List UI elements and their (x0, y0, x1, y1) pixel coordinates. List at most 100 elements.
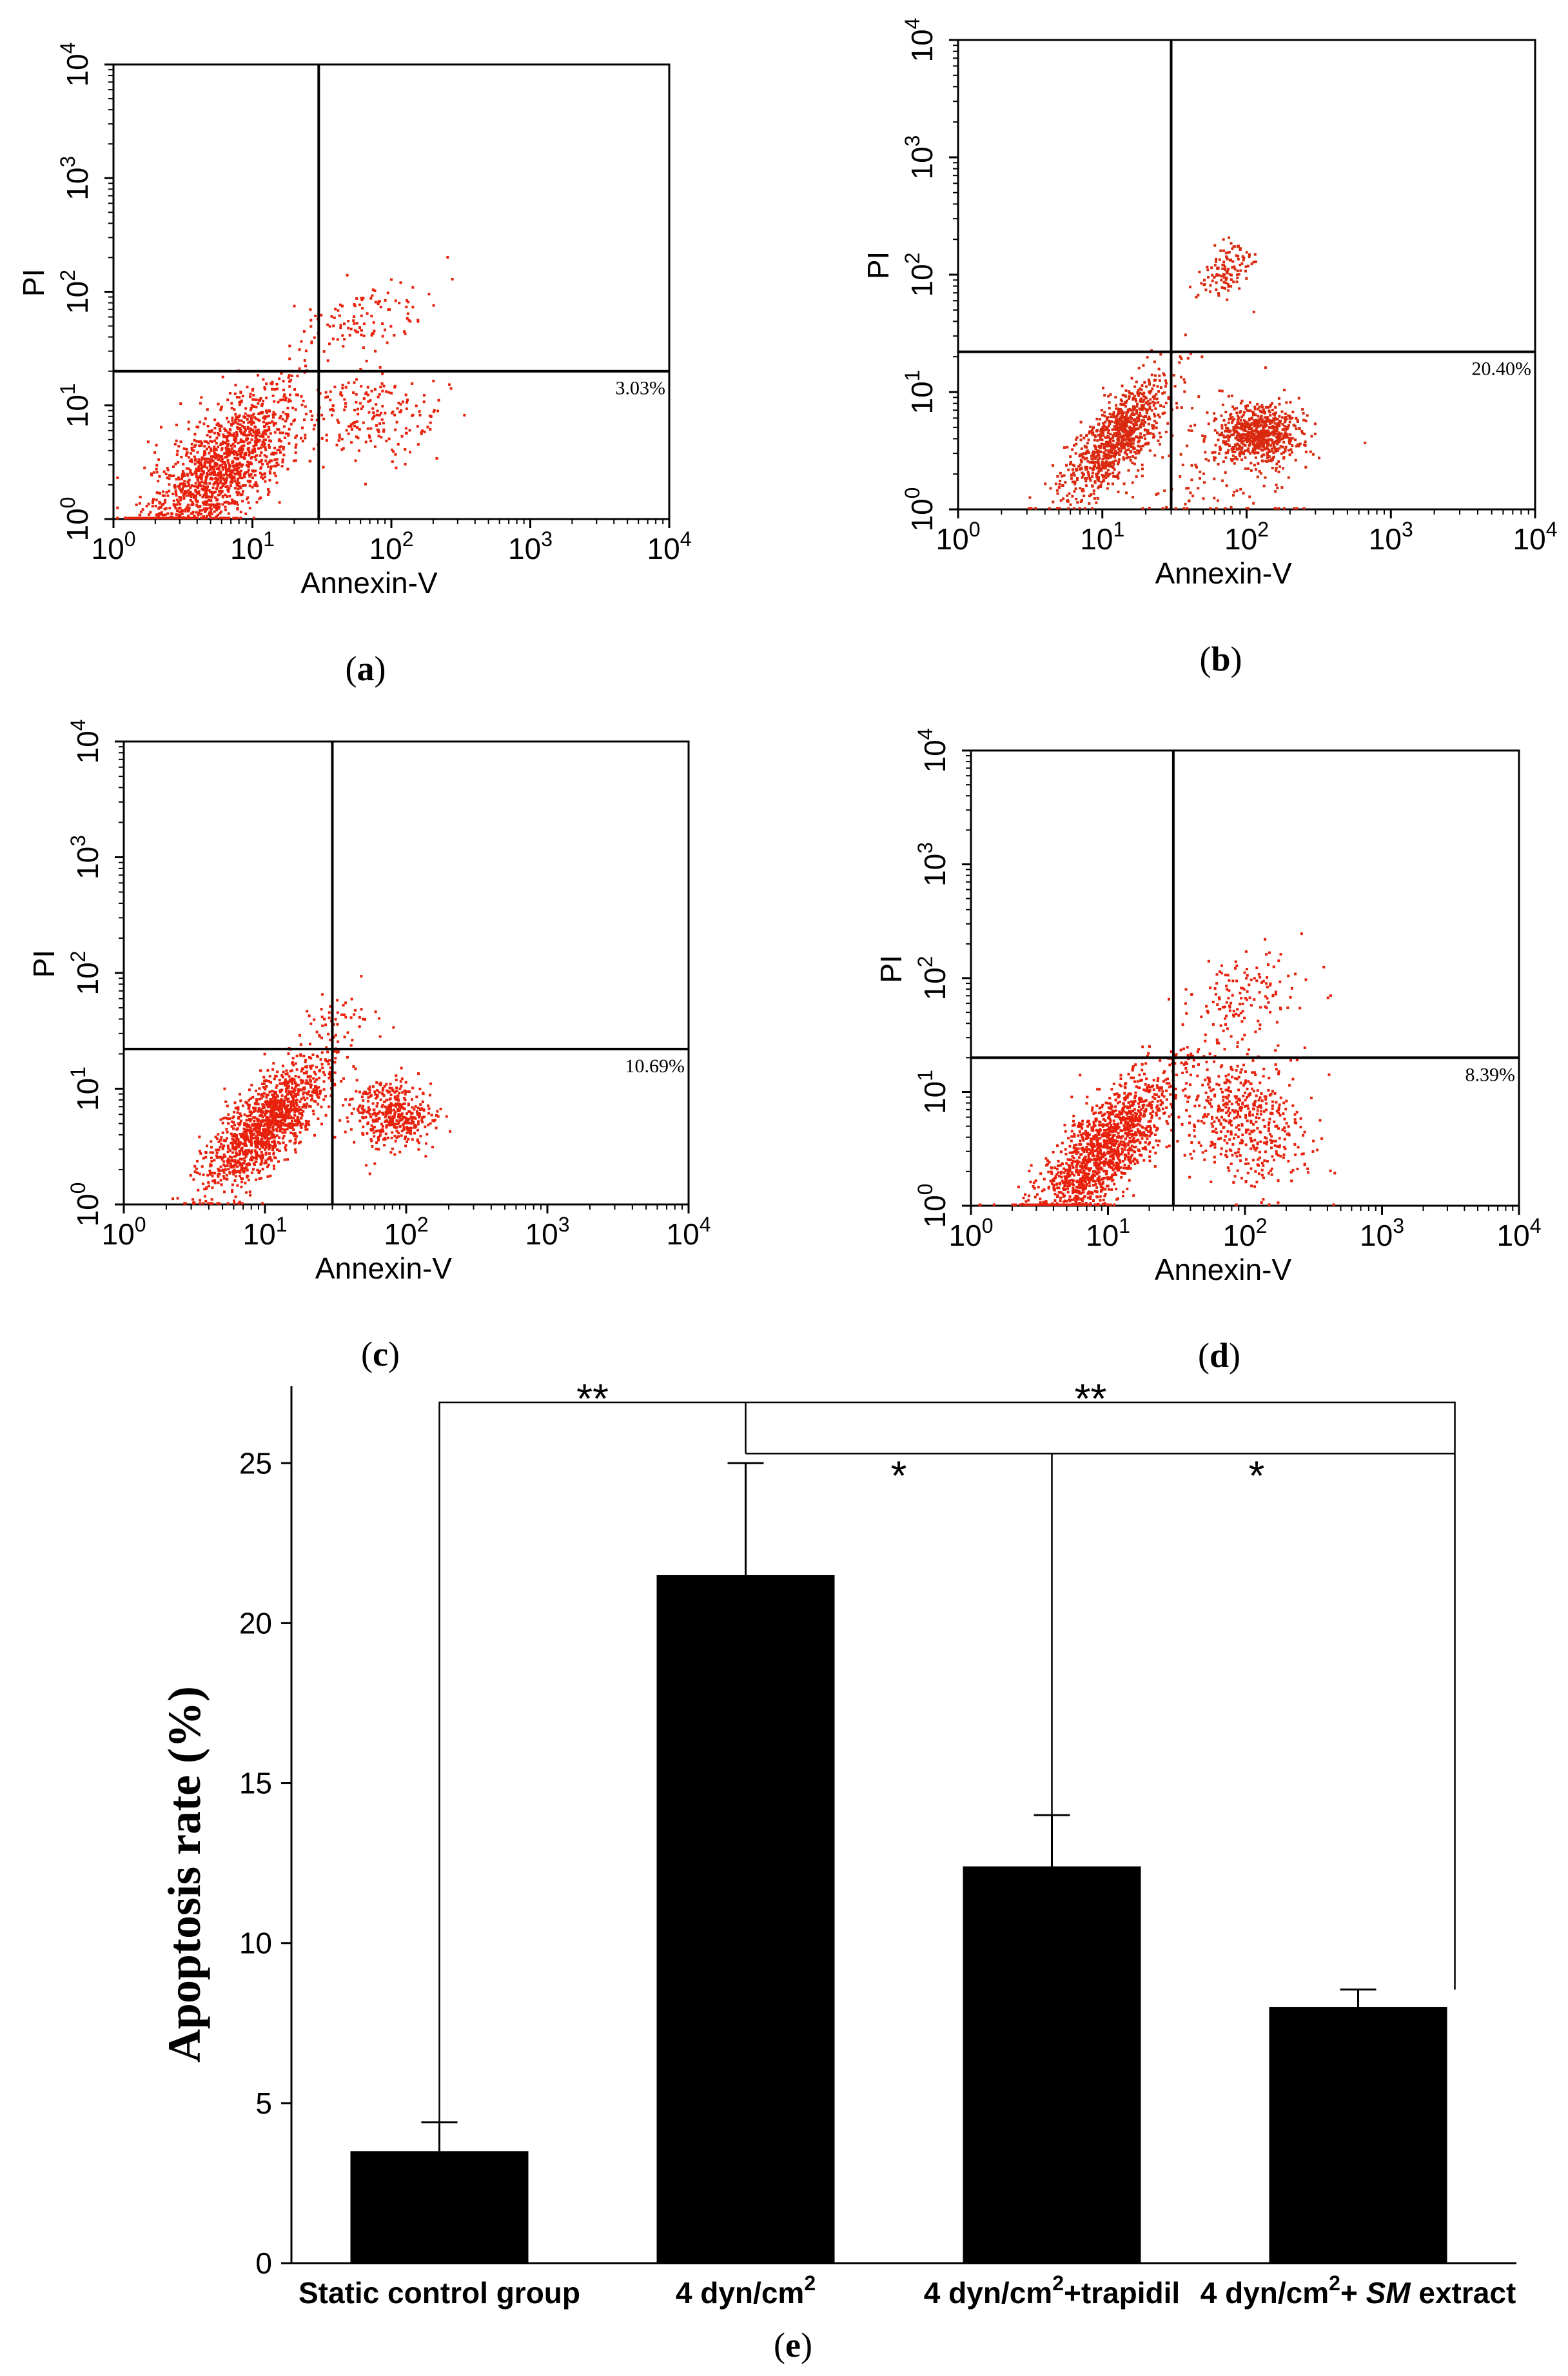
event-dot (232, 1148, 235, 1151)
event-dot (315, 1078, 318, 1081)
event-dot (1260, 429, 1263, 433)
event-dot (200, 513, 203, 516)
event-dot (1252, 451, 1255, 454)
event-dot (340, 448, 344, 451)
event-dot (355, 420, 358, 423)
event-dot (1096, 439, 1099, 442)
event-dot (294, 1095, 297, 1098)
event-dot (281, 1131, 284, 1134)
event-dot (213, 510, 216, 513)
event-dot (346, 273, 349, 277)
event-dot (1156, 385, 1159, 388)
event-dot (1146, 431, 1150, 434)
event-dot (279, 1119, 282, 1123)
event-dot (210, 1160, 213, 1163)
event-dot (236, 1165, 239, 1168)
event-dot (1086, 449, 1089, 452)
event-dot (1266, 447, 1269, 450)
event-dot (1109, 433, 1112, 436)
event-dot (1259, 439, 1262, 442)
event-dot (1101, 457, 1104, 460)
event-dot (284, 1081, 286, 1084)
event-dot (1122, 456, 1125, 459)
event-dot (1108, 407, 1111, 409)
event-dot (1260, 442, 1263, 445)
event-dot (215, 487, 219, 491)
event-dot (1235, 437, 1239, 440)
event-dot (1195, 295, 1198, 299)
event-dot (1070, 477, 1073, 480)
event-dot (224, 508, 227, 511)
event-dot (1178, 361, 1181, 364)
event-dot (304, 1125, 307, 1128)
event-dot (234, 1175, 237, 1178)
event-dot (295, 434, 299, 437)
event-dot (262, 420, 265, 424)
event-dot (429, 415, 433, 418)
event-dot (1247, 467, 1250, 470)
event-dot (198, 1150, 201, 1153)
event-dot (1266, 417, 1269, 420)
event-dot (1088, 430, 1091, 433)
event-dot (279, 415, 282, 418)
event-dot (1110, 449, 1113, 453)
event-dot (263, 1131, 266, 1134)
event-dot (1264, 406, 1268, 409)
event-dot (1274, 406, 1277, 409)
event-dot (231, 417, 234, 420)
event-dot (273, 400, 276, 403)
event-dot (1097, 453, 1100, 456)
event-dot (260, 1151, 263, 1154)
event-dot (201, 496, 204, 498)
event-dot (253, 450, 257, 453)
event-dot (1256, 426, 1259, 429)
event-dot (259, 1143, 262, 1146)
event-dot (1085, 457, 1088, 460)
event-dot (1200, 355, 1204, 358)
event-dot (1107, 453, 1110, 457)
event-dot (295, 1135, 298, 1138)
event-dot (282, 425, 286, 428)
event-dot (377, 395, 380, 398)
event-dot (203, 482, 206, 485)
event-dot (1246, 422, 1248, 426)
event-dot (1104, 473, 1108, 476)
event-dot (1257, 439, 1259, 442)
event-dot (1269, 460, 1273, 463)
event-dot (203, 493, 206, 496)
event-dot (1193, 424, 1197, 427)
event-dot (1253, 424, 1256, 427)
event-dot (374, 349, 377, 353)
event-dot (1235, 407, 1238, 410)
event-dot (333, 1061, 337, 1064)
event-dot (1102, 475, 1106, 478)
event-dot (1251, 430, 1254, 433)
event-dot (179, 511, 182, 514)
event-dot (1224, 507, 1227, 510)
event-dot (252, 393, 255, 397)
event-dot (326, 395, 329, 398)
event-dot (210, 455, 213, 458)
event-dot (251, 451, 254, 455)
event-dot (1271, 466, 1274, 469)
event-dot (223, 1087, 226, 1090)
event-dot (269, 432, 272, 435)
event-dot (243, 1157, 246, 1160)
event-dot (240, 1157, 244, 1161)
event-dot (1260, 455, 1263, 458)
event-dot (311, 1064, 314, 1067)
event-dot (254, 433, 257, 435)
event-dot (280, 1094, 284, 1097)
event-dot (353, 421, 357, 424)
event-dot (1239, 427, 1242, 430)
event-dot (1127, 448, 1130, 451)
event-dot (204, 417, 207, 420)
event-dot (306, 1093, 309, 1095)
event-dot (320, 313, 323, 317)
event-dot (1085, 434, 1088, 437)
event-dot (1239, 451, 1242, 454)
event-dot (329, 1094, 333, 1097)
event-dot (1088, 466, 1092, 469)
event-dot (240, 476, 244, 480)
event-dot (338, 314, 341, 317)
